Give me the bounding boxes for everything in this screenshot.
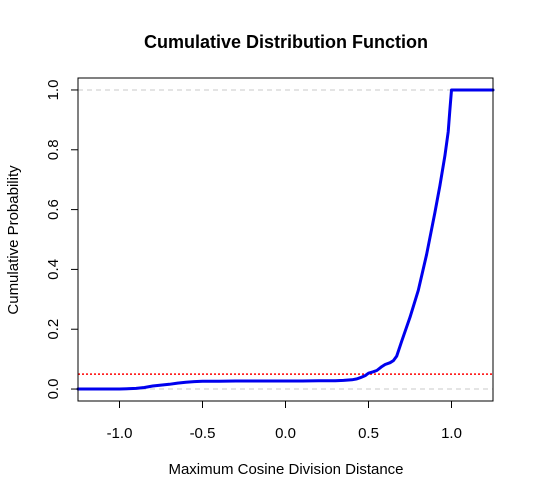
x-tick-label: 0.5 — [358, 425, 379, 442]
y-tick-label: 0.2 — [45, 319, 62, 340]
x-tick-label: -1.0 — [107, 425, 133, 442]
x-tick-label: -0.5 — [190, 425, 216, 442]
y-tick-label: 0.0 — [45, 379, 62, 400]
chart-title: Cumulative Distribution Function — [144, 32, 428, 52]
x-tick-label: 0.0 — [275, 425, 296, 442]
cdf-line-0 — [76, 88, 495, 391]
x-axis-label: Maximum Cosine Division Distance — [168, 461, 403, 478]
y-axis-label: Cumulative Probability — [5, 165, 22, 315]
y-tick-label: 0.8 — [45, 139, 62, 160]
plot-area — [76, 88, 495, 391]
y-tick-label: 0.4 — [45, 259, 62, 280]
y-tick-label: 0.6 — [45, 199, 62, 220]
x-axis: -1.0 -0.5 0.0 0.5 1.0 — [107, 400, 462, 442]
x-tick-label: 1.0 — [441, 425, 462, 442]
y-tick-label: 1.0 — [45, 80, 62, 101]
y-axis: 0.0 0.2 0.4 0.6 0.8 1.0 — [45, 80, 79, 400]
